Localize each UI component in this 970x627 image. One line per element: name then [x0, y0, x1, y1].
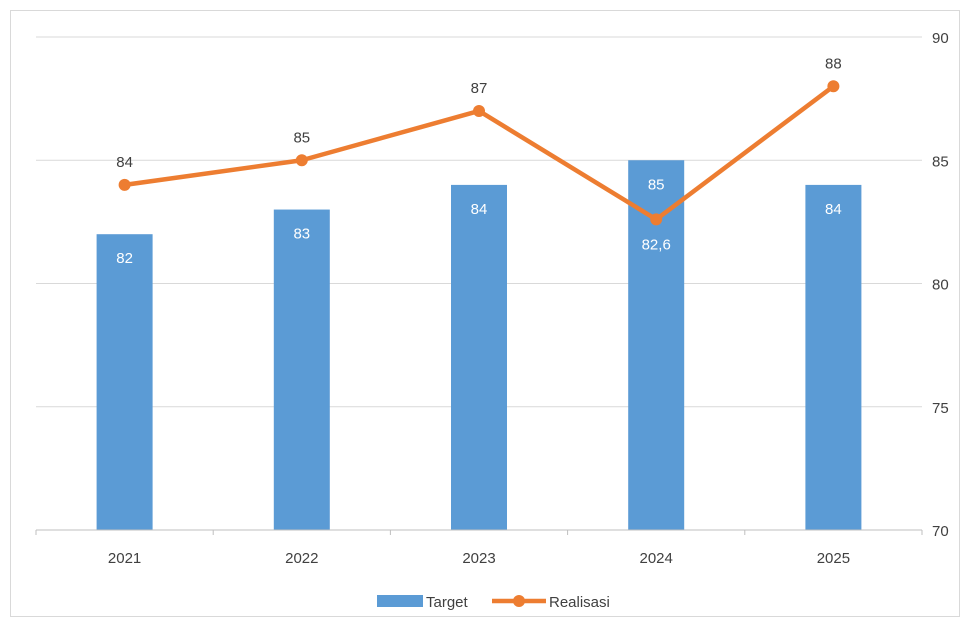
target-bar [96, 234, 153, 530]
x-tick-label: 2025 [817, 550, 850, 567]
y-tick-label: 70 [932, 523, 949, 540]
x-axis: 2021 2022 2023 2024 2025 [35, 529, 923, 567]
realisasi-point [118, 178, 131, 191]
realisasi-data-label: 88 [825, 55, 842, 72]
x-tick-label: 2021 [108, 550, 141, 567]
target-bars [96, 160, 862, 531]
y-axis-right: 70 75 80 85 90 [932, 30, 949, 540]
legend-label-realisasi: Realisasi [549, 594, 610, 611]
realisasi-point [295, 154, 308, 167]
realisasi-data-label: 87 [471, 80, 488, 97]
y-tick-label: 80 [932, 277, 949, 294]
legend: Target Realisasi [377, 594, 610, 611]
y-tick-label: 90 [932, 30, 949, 47]
data-labels: 82 83 84 85 84 84 85 87 82,6 88 [116, 55, 841, 267]
target-bar [273, 209, 330, 531]
y-tick-label: 85 [932, 153, 949, 170]
realisasi-point [473, 104, 485, 117]
realisasi-data-label: 85 [293, 129, 310, 146]
chart-frame [10, 10, 960, 617]
target-data-label: 82 [116, 250, 133, 267]
x-tick-label: 2022 [285, 550, 318, 567]
target-data-label: 83 [293, 226, 310, 243]
target-data-label: 84 [825, 201, 842, 218]
realisasi-data-label: 84 [116, 154, 133, 171]
target-bar [451, 184, 507, 530]
x-tick-label: 2023 [462, 550, 495, 567]
y-tick-label: 75 [932, 400, 949, 417]
realisasi-data-label: 82,6 [642, 236, 671, 253]
target-data-label: 85 [648, 176, 665, 193]
target-data-label: 84 [471, 201, 488, 218]
x-tick-label: 2024 [640, 550, 673, 567]
target-bar [805, 184, 862, 530]
realisasi-point [827, 80, 840, 93]
legend-swatch-target [377, 595, 423, 607]
legend-swatch-realisasi-marker [513, 595, 525, 607]
realisasi-line [118, 80, 840, 226]
realisasi-point [650, 213, 663, 226]
legend-label-target: Target [426, 594, 469, 611]
